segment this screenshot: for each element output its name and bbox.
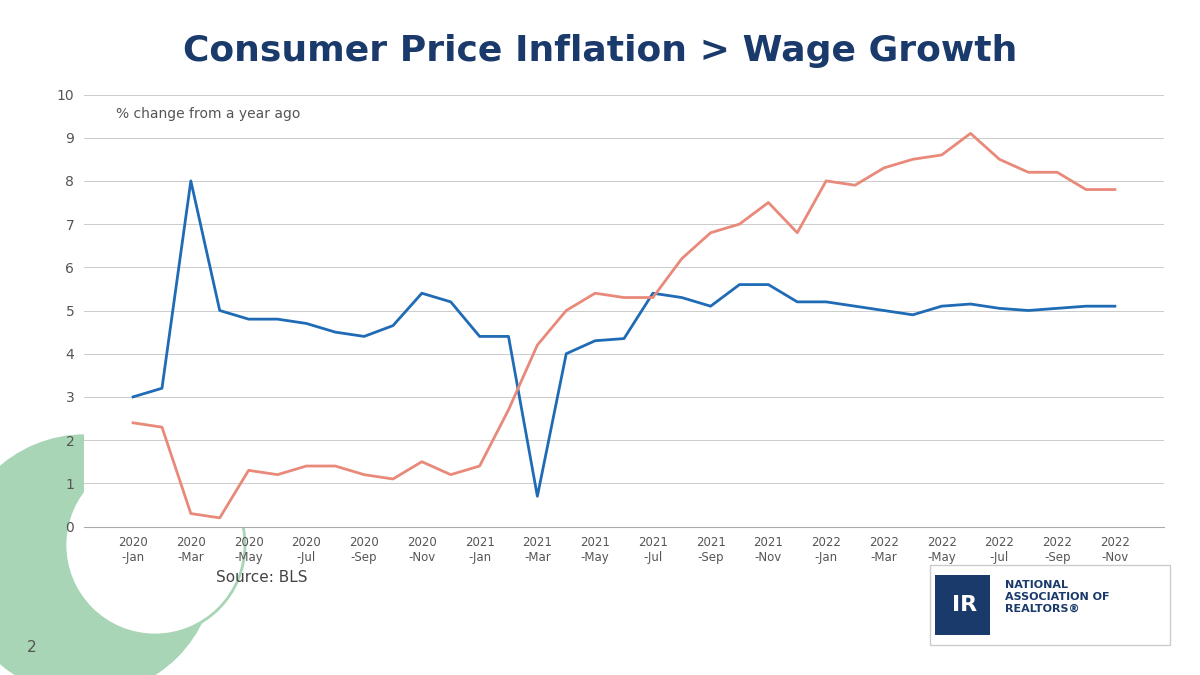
Text: NATIONAL: NATIONAL [1006,580,1068,590]
Text: ASSOCIATION OF: ASSOCIATION OF [1006,592,1110,602]
Text: Source: BLS: Source: BLS [216,570,307,585]
Text: IR: IR [953,595,978,615]
Text: 2: 2 [26,640,36,655]
Circle shape [0,435,215,675]
Text: REALTORS®: REALTORS® [1006,604,1080,614]
FancyBboxPatch shape [935,575,990,635]
Text: Consumer Price Inflation > Wage Growth: Consumer Price Inflation > Wage Growth [182,34,1018,68]
FancyBboxPatch shape [930,565,1170,645]
Circle shape [65,455,245,635]
Text: % change from a year ago: % change from a year ago [116,107,301,122]
